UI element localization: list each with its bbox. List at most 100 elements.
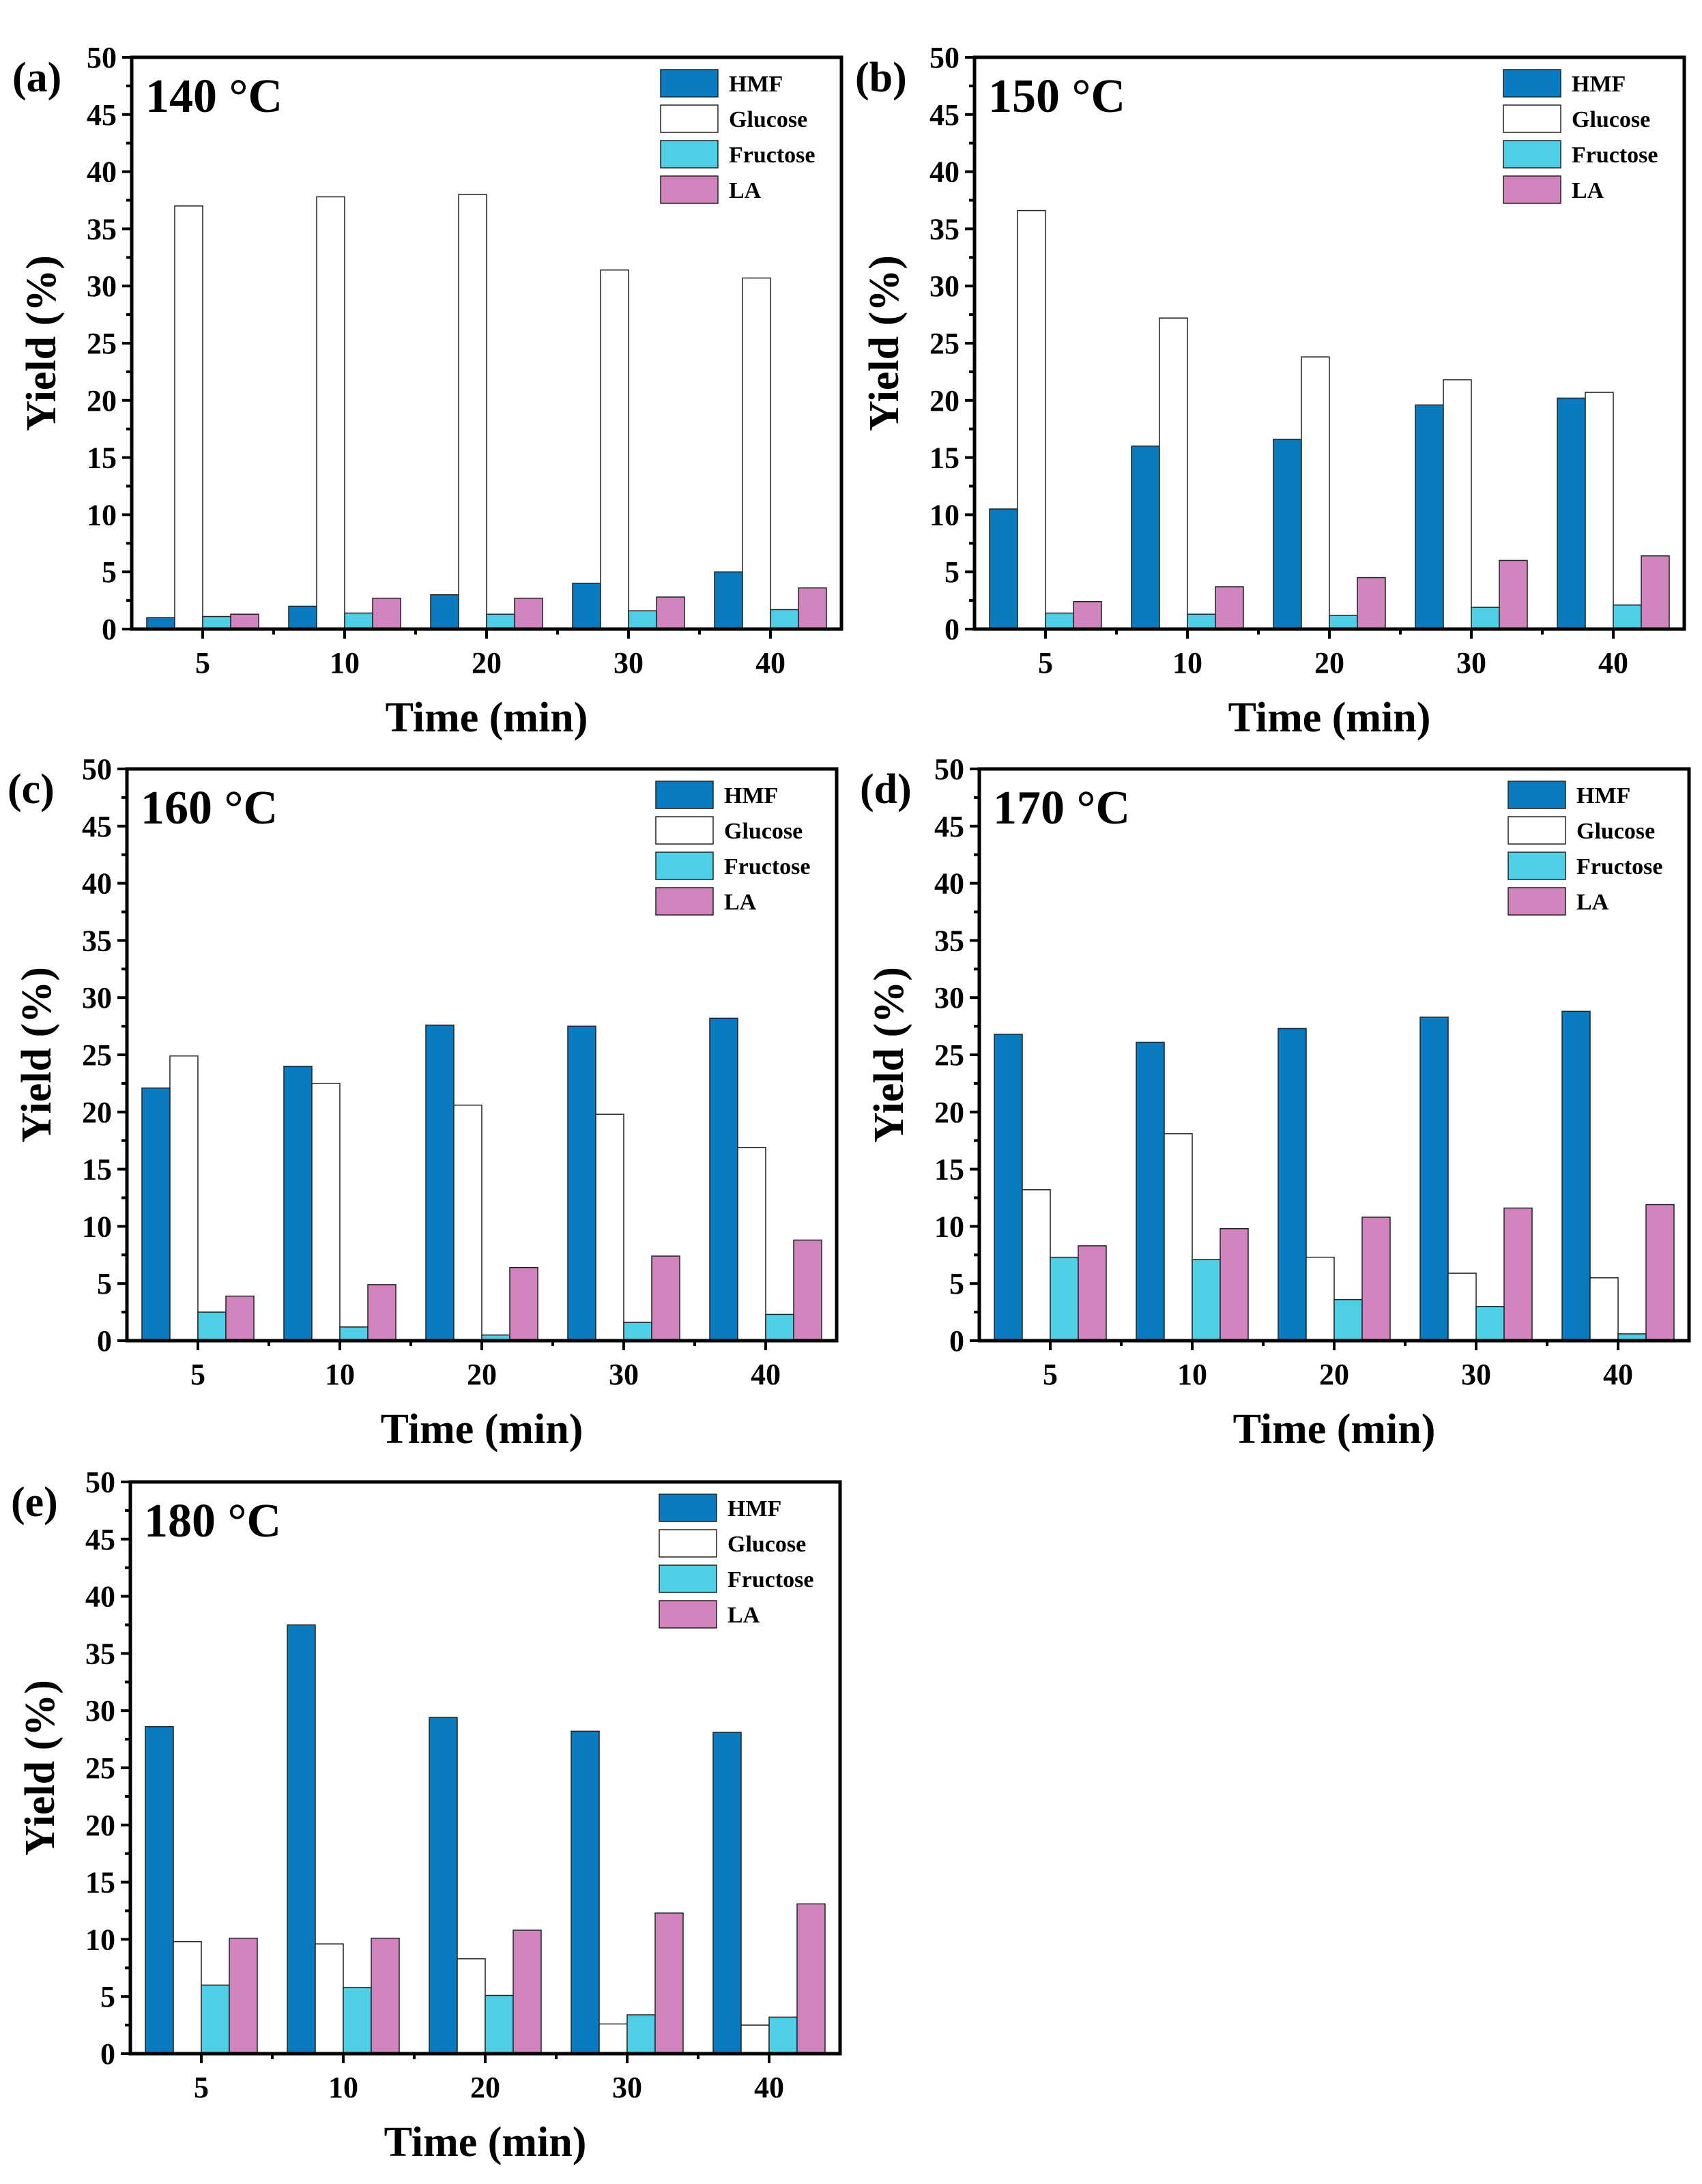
bar-la-5 <box>230 613 259 630</box>
bar-hmf-40 <box>712 1732 742 2054</box>
legend-swatch-la <box>655 887 714 916</box>
y-tick-label: 45 <box>82 810 112 843</box>
bar-la-5 <box>1078 1245 1107 1341</box>
y-tick-label: 45 <box>85 1523 115 1556</box>
x-tick-label: 20 <box>1314 646 1344 680</box>
bar-hmf-20 <box>430 594 459 630</box>
bar-fructose-30 <box>623 1322 652 1341</box>
legend-label-hmf: HMF <box>1576 783 1630 809</box>
y-axis-title: Yield (%) <box>866 967 912 1143</box>
x-tick-label: 20 <box>470 2071 500 2104</box>
bar-hmf-40 <box>714 571 743 630</box>
x-tick-label: 20 <box>1319 1358 1349 1391</box>
y-tick-label: 40 <box>87 156 117 189</box>
y-tick-label: 15 <box>934 1153 964 1186</box>
bar-hmf-30 <box>571 1730 600 2054</box>
x-tick-label: 30 <box>609 1358 639 1391</box>
x-tick-label: 40 <box>751 1358 781 1391</box>
bar-hmf-20 <box>1278 1028 1307 1341</box>
legend-label-fructose: Fructose <box>729 143 816 168</box>
legend-label-la: LA <box>724 890 757 915</box>
legend-label-glucose: Glucose <box>724 819 803 844</box>
x-axis-title: Time (min) <box>384 2119 587 2166</box>
y-tick-label: 0 <box>102 613 117 646</box>
bar-la-30 <box>651 1255 680 1341</box>
bar-hmf-30 <box>1415 404 1444 630</box>
bar-la-10 <box>371 1937 400 2054</box>
bar-fructose-20 <box>485 1994 514 2054</box>
chart-title: 170 °C <box>993 782 1130 834</box>
bar-fructose-40 <box>770 609 799 630</box>
y-tick-label: 50 <box>87 41 117 74</box>
bar-hmf-5 <box>146 617 175 630</box>
legend-swatch-la <box>660 175 719 204</box>
bar-fructose-40 <box>768 2016 798 2054</box>
x-tick-label: 40 <box>754 2071 784 2104</box>
chart-title: 160 °C <box>141 782 278 834</box>
y-tick-label: 5 <box>102 555 117 589</box>
bar-la-40 <box>1641 555 1670 630</box>
bar-la-40 <box>796 1903 826 2054</box>
y-tick-label: 45 <box>87 98 117 132</box>
bar-glucose-10 <box>315 1943 344 2054</box>
x-axis-title: Time (min) <box>1228 695 1431 741</box>
chart-title: 140 °C <box>145 70 283 123</box>
legend-swatch-glucose <box>655 816 714 845</box>
bar-glucose-5 <box>173 1941 202 2054</box>
y-tick-label: 50 <box>929 41 960 74</box>
y-tick-label: 30 <box>934 981 964 1015</box>
legend-label-hmf: HMF <box>724 783 778 809</box>
bar-la-40 <box>798 587 827 630</box>
bar-fructose-10 <box>344 612 373 630</box>
chart-panel-4: 0 5 10 15 20 25 30 35 40 45 50 5 10 20 30 40 Time (min) Y… <box>11 1466 842 2166</box>
bar-fructose-20 <box>1329 615 1358 630</box>
legend-label-hmf: HMF <box>727 1496 781 1521</box>
bar-glucose-10 <box>311 1083 341 1341</box>
bar-hmf-30 <box>567 1025 596 1341</box>
bar-fructose-5 <box>197 1311 227 1341</box>
bar-fructose-5 <box>201 1984 230 2054</box>
bar-la-30 <box>656 596 685 630</box>
x-tick-label: 5 <box>1043 1358 1058 1391</box>
bar-glucose-10 <box>1164 1133 1193 1341</box>
legend-swatch-fructose <box>655 851 714 880</box>
bar-hmf-5 <box>145 1726 174 2054</box>
x-tick-label: 5 <box>195 646 210 680</box>
bar-glucose-30 <box>600 269 629 630</box>
legend-label-fructose: Fructose <box>724 854 811 879</box>
y-tick-label: 40 <box>929 156 960 189</box>
panel-label: (a) <box>12 55 61 101</box>
y-tick-label: 50 <box>934 753 964 786</box>
bar-glucose-40 <box>1585 392 1614 630</box>
bar-la-30 <box>1499 559 1528 630</box>
x-tick-label: 10 <box>1172 646 1202 680</box>
bar-glucose-5 <box>1017 209 1046 630</box>
bar-glucose-40 <box>742 277 771 630</box>
y-tick-label: 15 <box>85 1866 115 1899</box>
legend-swatch-la <box>1503 175 1561 204</box>
y-tick-label: 10 <box>85 1923 115 1956</box>
y-tick-label: 15 <box>929 441 960 475</box>
legend-swatch-hmf <box>659 1494 717 1522</box>
x-axis-title: Time (min) <box>381 1406 583 1453</box>
y-tick-label: 10 <box>87 498 117 532</box>
y-tick-label: 45 <box>934 810 964 843</box>
bar-fructose-10 <box>339 1326 369 1341</box>
x-tick-label: 10 <box>1177 1358 1207 1391</box>
bar-glucose-5 <box>174 205 203 630</box>
chart-panel-0: 0 5 10 15 20 25 30 35 40 45 50 5 10 20 30 40 Time (min) Y… <box>12 41 843 741</box>
bar-la-10 <box>372 597 401 630</box>
legend-swatch-glucose <box>660 104 719 133</box>
bar-hmf-5 <box>989 508 1018 630</box>
bar-fructose-40 <box>765 1313 794 1341</box>
bar-glucose-30 <box>1443 379 1472 630</box>
y-tick-label: 30 <box>87 270 117 303</box>
x-tick-label: 40 <box>1598 646 1628 680</box>
x-axis-title: Time (min) <box>386 695 588 741</box>
bar-fructose-10 <box>1192 1259 1221 1341</box>
bar-la-20 <box>513 1930 542 2054</box>
bar-fructose-10 <box>1187 613 1216 630</box>
x-tick-label: 40 <box>1603 1358 1633 1391</box>
panel-label: (c) <box>8 766 55 813</box>
